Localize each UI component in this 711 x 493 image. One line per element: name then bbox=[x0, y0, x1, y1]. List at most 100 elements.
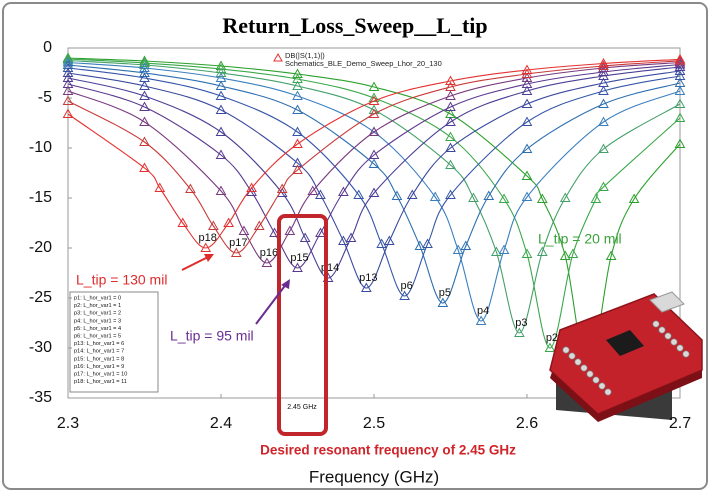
data-marker bbox=[475, 315, 487, 325]
data-marker bbox=[139, 116, 150, 126]
legend-entry: p16: L_hor_var1 = 9 bbox=[74, 364, 124, 370]
data-marker bbox=[338, 235, 349, 245]
board-edge bbox=[550, 370, 702, 422]
data-marker bbox=[674, 70, 686, 80]
data-marker bbox=[315, 189, 326, 199]
data-marker bbox=[368, 95, 380, 105]
data-marker bbox=[598, 85, 609, 95]
data-marker bbox=[154, 182, 166, 192]
series-line bbox=[67, 58, 681, 249]
data-marker bbox=[307, 185, 319, 195]
data-marker bbox=[460, 240, 472, 250]
data-marker bbox=[368, 108, 380, 118]
point-label: p15 bbox=[290, 252, 308, 264]
x-tick-label: 2.7 bbox=[669, 415, 691, 432]
data-marker bbox=[292, 90, 303, 100]
point-label: p4 bbox=[477, 305, 489, 317]
data-marker bbox=[139, 136, 150, 146]
data-marker bbox=[292, 138, 303, 148]
y-tick-label: -30 bbox=[29, 339, 52, 356]
data-marker bbox=[62, 67, 74, 77]
data-marker bbox=[598, 98, 609, 108]
data-marker bbox=[536, 193, 548, 203]
data-marker bbox=[338, 186, 349, 196]
data-marker bbox=[139, 90, 150, 100]
series-line bbox=[67, 61, 681, 264]
data-marker bbox=[674, 53, 686, 64]
data-marker bbox=[276, 183, 288, 193]
data-marker bbox=[269, 227, 280, 237]
data-marker bbox=[437, 297, 449, 307]
data-marker bbox=[215, 67, 227, 77]
legend-entry: p1: L_hor_var1 = 0 bbox=[74, 295, 121, 301]
data-marker bbox=[299, 232, 311, 242]
label-sticker bbox=[649, 291, 685, 313]
data-marker bbox=[674, 138, 686, 148]
annotation-arrow bbox=[255, 282, 288, 325]
data-marker bbox=[674, 85, 686, 95]
legend-entry: p4: L_hor_var1 = 3 bbox=[74, 318, 121, 324]
data-marker bbox=[521, 143, 533, 153]
data-marker bbox=[445, 101, 456, 111]
x-tick-label: 2.4 bbox=[210, 415, 232, 432]
series-line bbox=[67, 57, 681, 373]
data-marker bbox=[598, 57, 609, 68]
point-label: p13 bbox=[359, 272, 377, 284]
data-marker bbox=[521, 98, 533, 108]
chip bbox=[606, 330, 644, 356]
legend-entry: p3: L_hor_var1 = 2 bbox=[74, 311, 121, 317]
data-marker bbox=[292, 68, 303, 78]
legend-entry: p14: L_hor_var1 = 7 bbox=[74, 349, 124, 355]
series-line bbox=[67, 67, 681, 297]
x-tick-label: 2.6 bbox=[516, 415, 538, 432]
data-marker bbox=[62, 72, 74, 82]
series-line bbox=[67, 63, 681, 269]
data-marker bbox=[598, 116, 609, 126]
data-marker bbox=[383, 235, 395, 245]
data-marker bbox=[315, 227, 326, 237]
data-marker bbox=[139, 162, 150, 172]
legend-entry: p15: L_hor_var1 = 8 bbox=[74, 356, 124, 362]
data-marker bbox=[215, 80, 227, 90]
data-marker bbox=[261, 257, 273, 267]
point-label: p17 bbox=[229, 237, 247, 249]
data-marker bbox=[207, 220, 219, 230]
data-marker bbox=[674, 56, 686, 67]
data-marker bbox=[536, 246, 548, 256]
data-marker bbox=[292, 126, 303, 136]
data-marker bbox=[445, 142, 456, 152]
data-marker bbox=[360, 282, 372, 292]
data-marker bbox=[544, 342, 556, 352]
data-marker bbox=[223, 217, 235, 227]
y-tick-label: -5 bbox=[38, 89, 52, 106]
data-marker bbox=[445, 159, 456, 169]
data-marker bbox=[253, 220, 265, 230]
data-marker bbox=[429, 191, 441, 201]
x-axis-label: Frequency (GHz) bbox=[309, 467, 439, 486]
data-marker bbox=[628, 193, 640, 203]
marker-note: 2.45 GHz bbox=[287, 404, 317, 411]
series-line bbox=[67, 61, 681, 322]
data-marker bbox=[498, 244, 510, 254]
data-marker bbox=[445, 131, 456, 141]
legend-entry: p2: L_hor_var1 = 1 bbox=[74, 303, 121, 309]
legend-box bbox=[69, 291, 159, 393]
data-marker bbox=[215, 90, 227, 100]
data-marker bbox=[177, 217, 189, 227]
point-label: p16 bbox=[260, 247, 278, 259]
data-marker bbox=[399, 290, 410, 300]
data-marker bbox=[521, 85, 533, 95]
data-marker bbox=[598, 143, 609, 153]
data-marker bbox=[139, 67, 150, 77]
series-line bbox=[67, 70, 681, 289]
data-marker bbox=[414, 240, 426, 250]
series-line bbox=[67, 66, 681, 279]
x-tick-label: 2.5 bbox=[363, 415, 385, 432]
data-marker bbox=[139, 101, 150, 111]
legend: p1: L_hor_var1 = 0 p2: L_hor_var1 = 1 p3: … bbox=[74, 295, 127, 385]
data-marker bbox=[238, 225, 250, 235]
data-marker bbox=[376, 238, 388, 248]
data-marker bbox=[452, 244, 464, 254]
data-marker bbox=[62, 56, 74, 67]
data-marker bbox=[521, 64, 533, 74]
